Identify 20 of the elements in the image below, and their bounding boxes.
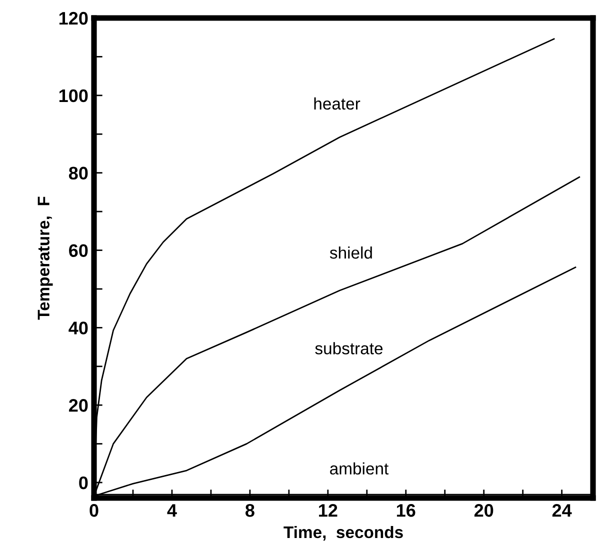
x-tick-label: 20 [474, 504, 494, 517]
x-tick-label: 0 [90, 504, 98, 517]
series-label: ambient [330, 462, 389, 475]
series-label: substrate [315, 342, 383, 354]
y-tick-label: 0 [79, 476, 88, 490]
y-axis-title: Temperature, F [38, 196, 53, 320]
x-tick-label: 24 [552, 504, 572, 517]
y-tick-label: 100 [59, 89, 88, 102]
series-label: heater [314, 97, 360, 110]
series-label: shield [330, 246, 372, 259]
y-tick-label: 80 [68, 166, 88, 180]
y-tick-label: 60 [69, 244, 88, 257]
y-tick-label: 120 [59, 12, 88, 25]
x-tick-label: 8 [245, 504, 254, 517]
x-axis-title: Time, seconds [284, 526, 403, 541]
x-tick-label: 16 [396, 504, 416, 517]
x-tick-label: 12 [319, 504, 338, 517]
y-tick-label: 20 [68, 399, 88, 412]
x-tick-label: 4 [167, 504, 177, 517]
y-tick-label: 40 [68, 322, 88, 334]
